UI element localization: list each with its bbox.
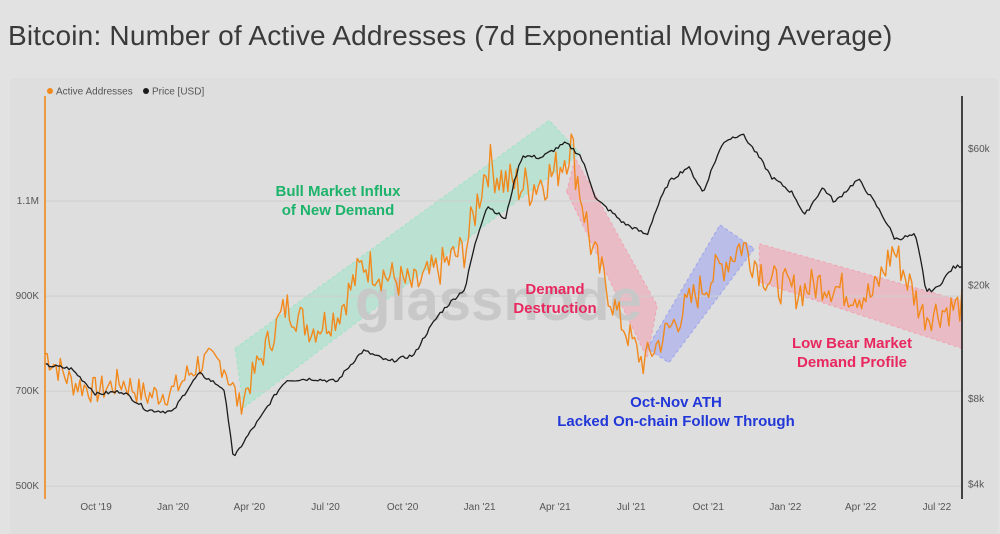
y-left-tick-label: 900K (16, 291, 40, 302)
x-tick-label: Jul '21 (617, 502, 646, 513)
x-tick-label: Jan '21 (464, 502, 496, 513)
annotation-label: Lacked On-chain Follow Through (557, 413, 795, 430)
x-tick-label: Oct '20 (387, 502, 419, 513)
annotation-label: Low Bear Market (792, 335, 912, 352)
y-right-tick-label: $20k (968, 280, 991, 291)
legend-marker (47, 88, 53, 94)
annotations: Bull Market Influx of New Demand Demand Des… (275, 183, 912, 430)
annotation-label: Demand Profile (797, 354, 907, 371)
axes: 500K 700K 900K 1.1M $4k $8k $20k $60k Oct '19 Jan… (16, 96, 991, 513)
band-demand-destruction (566, 156, 658, 360)
y-right-tick-label: $60k (968, 144, 991, 155)
band-bull-market (234, 119, 581, 409)
x-tick-label: Apr '20 (234, 502, 266, 513)
legend-label: Price [USD] (152, 87, 204, 98)
annotation-label: Demand (525, 281, 584, 298)
chart-card: glassnode 500K 700K 900K 1.1M $4k $8k $20k $60k… (10, 78, 998, 534)
chart-svg: glassnode 500K 700K 900K 1.1M $4k $8k $20k $60k… (16, 87, 991, 514)
y-left-tick-label: 700K (16, 386, 40, 397)
series-active-addresses-line (44, 133, 963, 415)
band-oct-nov-ath (646, 224, 756, 364)
x-tick-label: Oct '19 (80, 502, 112, 513)
x-tick-label: Jan '22 (769, 502, 801, 513)
legend-marker (143, 88, 149, 94)
series-lines (44, 133, 963, 457)
series-price-line (44, 133, 963, 457)
y-left-tick-label: 500K (16, 481, 40, 492)
x-tick-label: Jul '20 (311, 502, 340, 513)
x-tick-label: Oct '21 (693, 502, 725, 513)
y-right-tick-label: $4k (968, 480, 985, 491)
watermark: glassnode (355, 268, 642, 333)
x-tick-label: Jul '22 (923, 502, 952, 513)
x-tick-label: Apr '21 (539, 502, 571, 513)
y-right-tick-label: $8k (968, 394, 985, 405)
legend[interactable]: Active Addresses Price [USD] (47, 87, 204, 98)
annotation-label: Destruction (513, 300, 596, 317)
grid-lines (45, 200, 962, 487)
annotation-label: of New Demand (282, 202, 395, 219)
chart-title: Bitcoin: Number of Active Addresses (7d … (8, 20, 893, 51)
x-tick-label: Apr '22 (845, 502, 877, 513)
annotation-label: Oct-Nov ATH (630, 394, 722, 411)
y-left-tick-label: 1.1M (17, 196, 39, 207)
annotation-label: Bull Market Influx (275, 183, 401, 200)
x-tick-label: Jan '20 (157, 502, 189, 513)
legend-label: Active Addresses (56, 87, 133, 98)
